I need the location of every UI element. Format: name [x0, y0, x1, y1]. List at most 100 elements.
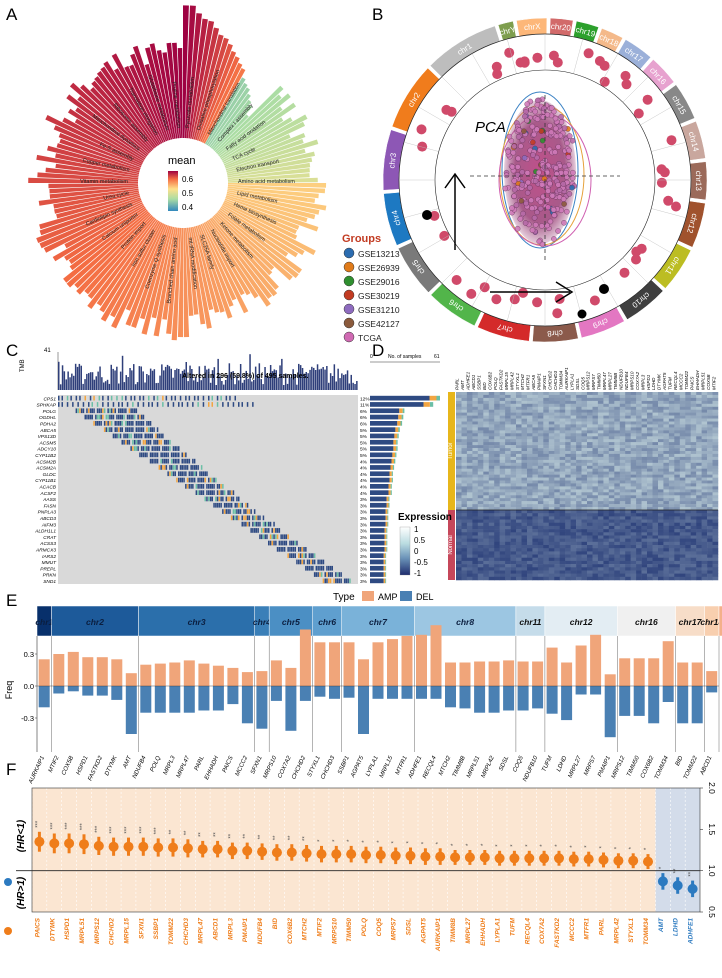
heatmap-cell: [516, 545, 522, 549]
heatmap-cell: [597, 451, 604, 455]
heatmap-cell: [712, 504, 719, 508]
heatmap-cell: [581, 489, 588, 493]
heatmap-cell: [499, 433, 506, 437]
mutation-cell: [110, 427, 113, 432]
heatmap-cell: [674, 456, 681, 461]
expr-legend-title: Expression: [398, 512, 452, 523]
heatmap-cell: [505, 576, 511, 581]
heatmap-cell: [505, 551, 511, 555]
heatmap-cell: [712, 403, 719, 408]
heatmap-cell: [679, 477, 686, 481]
heatmap-cell: [603, 570, 610, 574]
heatmap-gene-label: PARL: [455, 378, 460, 390]
heatmap-cell: [477, 522, 484, 527]
heatmap-cell: [581, 548, 588, 552]
heatmap-cell: [668, 567, 675, 571]
heatmap-cell: [559, 451, 566, 455]
mutation-cell: [246, 402, 249, 407]
heatmap-cell: [516, 471, 522, 475]
heatmap-cell: [565, 403, 571, 408]
heatmap-cell: [456, 427, 462, 431]
heatmap-cell: [636, 498, 642, 502]
heatmap-cell: [641, 545, 648, 549]
heatmap-cell: [608, 427, 615, 431]
heatmap-cell: [592, 486, 599, 490]
heatmap-cell: [532, 532, 539, 536]
heatmap-cell: [597, 504, 604, 508]
mutation-cell: [103, 408, 106, 414]
heatmap-cell: [570, 439, 577, 443]
del-bar: [256, 686, 268, 729]
tmb-bar: [185, 362, 187, 390]
mutation-cell: [121, 421, 123, 426]
heatmap-cell: [527, 498, 533, 502]
tmb-bar: [279, 365, 281, 390]
pca-point: [530, 139, 536, 146]
mutation-cell: [165, 458, 168, 464]
heatmap-cell: [647, 510, 653, 514]
heatmap-cell: [712, 412, 719, 416]
pca-point: [553, 171, 560, 177]
circos-cnv-dot: [671, 201, 681, 212]
heatmap-cell: [532, 471, 539, 475]
samples-bar: [370, 477, 390, 483]
heatmap-cell: [712, 483, 719, 487]
samples-bar-other2: [391, 471, 393, 477]
mutation-cell: [328, 565, 330, 571]
pca-point: [527, 184, 533, 191]
onco-gene-label: PREPL: [40, 566, 56, 572]
heatmap-cell: [488, 504, 495, 508]
heatmap-cell: [466, 477, 473, 481]
heatmap-cell: [597, 445, 604, 449]
mutation-cell: [160, 439, 162, 445]
heatmap-cell: [625, 519, 631, 523]
mutation-cell: [225, 496, 228, 502]
heatmap-cell: [527, 548, 533, 552]
mutation-cell: [100, 414, 102, 420]
circular-bar: [77, 96, 149, 156]
e-gene-label: MTCH2: [438, 755, 452, 777]
sig-stars: **: [303, 836, 309, 841]
chr-header-label: chr2: [86, 617, 104, 627]
heatmap-cell: [466, 551, 473, 555]
heatmap-cell: [652, 507, 659, 511]
heatmap-cell: [647, 412, 653, 416]
samples-bar-other2: [385, 553, 387, 558]
sig-stars: ***: [95, 825, 101, 833]
heatmap-cell: [466, 436, 473, 440]
heatmap-cell: [707, 392, 713, 396]
heatmap-cell: [685, 545, 692, 549]
heatmap-cell: [603, 439, 610, 443]
heatmap-cell: [587, 439, 593, 443]
mutation-cell: [322, 578, 325, 584]
heatmap-cell: [652, 453, 659, 458]
heatmap-cell: [652, 448, 659, 452]
mutation-cell: [250, 509, 252, 514]
mutation-cell: [317, 565, 319, 571]
heatmap-cell: [592, 532, 599, 536]
amp-bar: [401, 635, 413, 686]
onco-pct-label: 5%: [360, 428, 368, 434]
heatmap-cell: [668, 492, 675, 496]
heatmap-cell: [483, 436, 490, 440]
heatmap-cell: [647, 548, 653, 552]
heatmap-cell: [630, 397, 637, 402]
heatmap-cell: [510, 451, 517, 455]
heatmap-cell: [559, 486, 566, 490]
heatmap-cell: [636, 522, 642, 527]
heatmap-cell: [690, 465, 697, 470]
heatmap-cell: [456, 445, 462, 449]
heatmap-cell: [712, 445, 719, 449]
heatmap-cell: [679, 498, 686, 502]
heatmap-cell: [477, 445, 484, 449]
heatmap-cell: [658, 573, 664, 578]
heatmap-cell: [488, 560, 495, 565]
heatmap-cell: [696, 427, 702, 431]
heatmap-cell: [466, 403, 473, 408]
pca-point: [518, 143, 524, 149]
mutation-cell: [289, 540, 291, 546]
heatmap-cell: [630, 551, 637, 555]
mutation-cell: [158, 465, 161, 470]
heatmap-cell: [625, 535, 631, 539]
circular-bar: [209, 218, 272, 299]
